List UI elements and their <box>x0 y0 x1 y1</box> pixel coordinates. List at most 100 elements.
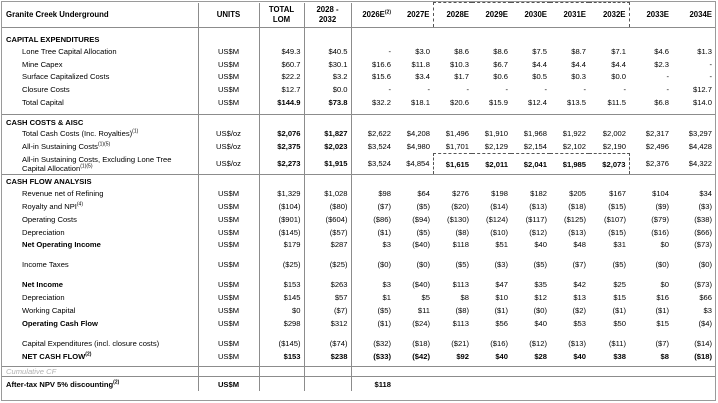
year-value: ($1) <box>350 225 394 239</box>
year-value: $4,980 <box>406 142 430 152</box>
year-header: 2032E <box>589 2 630 28</box>
row-label: Depreciation <box>22 293 65 303</box>
table-title: Granite Creek Underground <box>2 2 198 28</box>
cumulative-row: Cumulative CF <box>2 365 715 377</box>
range-value: $287 <box>303 238 351 252</box>
year-value: $92 <box>456 351 469 361</box>
year-value: ($15) <box>608 227 626 237</box>
row-label: Net Operating Income <box>22 240 101 250</box>
year-value: $1,922 <box>562 129 586 139</box>
year-value: $11.5 <box>607 98 626 108</box>
row-unit: US$/oz <box>197 153 259 175</box>
year-value: $4.4 <box>532 59 547 69</box>
year-value: ($13) <box>568 338 586 348</box>
total-lom-header: TOTAL LOM <box>258 2 304 28</box>
year-value: ($3) <box>698 201 712 211</box>
year-value: ($130) <box>447 214 469 224</box>
row-label: Cumulative CF <box>2 365 198 377</box>
lom-value: $144.9 <box>258 96 304 110</box>
year-value: $2,376 <box>645 159 669 169</box>
year-value: $20.6 <box>449 98 469 108</box>
net-cash-flow-row: NET CASH FLOW(2) US$M $153 $238 ($33) ($… <box>2 350 715 363</box>
year-value: - <box>583 85 586 95</box>
lom-value: $12.7 <box>258 83 304 97</box>
year-value: $53 <box>573 318 586 328</box>
year-value: ($12) <box>529 338 547 348</box>
year-value: ($24) <box>412 318 430 328</box>
year-value: $40 <box>495 351 508 361</box>
year-value: $40 <box>534 318 547 328</box>
year-value: ($11) <box>608 338 626 348</box>
year-value: $2,154 <box>523 142 547 152</box>
year-value: ($107) <box>604 214 626 224</box>
year-value: ($8) <box>455 227 469 237</box>
year-value: $4.4 <box>611 59 626 69</box>
row-label: Lone Tree Capital Allocation <box>22 46 117 56</box>
year-value: $3.4 <box>415 72 430 82</box>
year-value: $1.3 <box>697 46 712 56</box>
year-value: $32.2 <box>350 96 394 110</box>
year-value: $0.3 <box>571 72 586 82</box>
row-label: All-in Sustaining Costs, Excluding Lone … <box>22 154 172 173</box>
year-value: $5 <box>421 293 430 303</box>
table-row: Capital Expenditures (incl. closure cost… <box>2 337 715 351</box>
year-value: $3,524 <box>350 140 394 154</box>
row-unit: US$M <box>197 304 259 318</box>
row-label: Operating Costs <box>22 214 77 224</box>
table-row: Depreciation US$M $145 $57 $1 $5 $8 $10 … <box>2 291 715 305</box>
year-value: $16 <box>656 293 669 303</box>
year-value: $3,297 <box>688 129 712 139</box>
lom-value: $145 <box>258 291 304 305</box>
year-value: $66 <box>699 293 712 303</box>
year-value: $198 <box>491 188 508 198</box>
range-header: 2028 - 2032 <box>303 2 351 28</box>
year-header: 2026E(2) <box>350 2 394 28</box>
year-value: $1,615 <box>432 153 472 176</box>
year-value: $0 <box>660 280 669 290</box>
year-value: ($40) <box>412 240 430 250</box>
year-value: ($0) <box>533 306 547 316</box>
year-value: ($0) <box>350 258 394 272</box>
year-value: $1 <box>350 291 394 305</box>
subtotal-row: Net Income US$M $153 $263 $3 ($40) $113 … <box>2 278 715 292</box>
financial-table: Granite Creek Underground UNITS TOTAL LO… <box>2 2 715 392</box>
year-value: $3 <box>703 306 712 316</box>
year-value: ($7) <box>350 200 394 214</box>
row-unit: US$M <box>197 278 259 292</box>
table-row: Depreciation US$M ($145) ($57) ($1) ($5)… <box>2 225 715 239</box>
lom-value: ($104) <box>258 200 304 214</box>
year-value: $64 <box>417 188 430 198</box>
year-value: ($5) <box>350 304 394 318</box>
year-value: $1,968 <box>523 129 547 139</box>
year-value: ($12) <box>529 227 547 237</box>
year-value: $3 <box>350 278 394 292</box>
year-value: $0 <box>660 240 669 250</box>
year-value: ($73) <box>694 280 712 290</box>
year-value: ($2) <box>572 306 586 316</box>
row-label: Mine Capex <box>22 59 63 69</box>
year-value: ($33) <box>350 350 394 363</box>
year-value: $0.0 <box>611 72 626 82</box>
row-label: Operating Cash Flow <box>22 318 98 328</box>
section-title: CASH COSTS & AISC <box>2 114 198 128</box>
row-unit: US$M <box>197 258 259 272</box>
year-value: $2,102 <box>562 142 586 152</box>
year-value: ($7) <box>572 260 586 270</box>
year-value: $47 <box>495 280 508 290</box>
year-value: ($0) <box>655 260 669 270</box>
table-row: Royalty and NPI(4) US$M ($104) ($80) ($7… <box>2 200 715 214</box>
year-value: ($1) <box>612 306 626 316</box>
total-row: Total Capital US$M $144.9 $73.8 $32.2 $1… <box>2 96 715 110</box>
lom-value: $0 <box>258 304 304 318</box>
year-value: $4.4 <box>571 59 586 69</box>
year-value: ($16) <box>651 227 669 237</box>
row-label: Closure Costs <box>22 85 70 95</box>
year-value: $98 <box>350 187 394 201</box>
year-value: $3.0 <box>415 46 430 56</box>
range-value: $1,028 <box>303 187 351 201</box>
table-row: Working Capital US$M $0 ($7) ($5) $11 ($… <box>2 304 715 318</box>
lom-value: $2,375 <box>258 140 304 154</box>
section-title: CASH FLOW ANALYSIS <box>2 174 198 188</box>
year-value: ($4) <box>698 318 712 328</box>
lom-value: $179 <box>258 238 304 252</box>
